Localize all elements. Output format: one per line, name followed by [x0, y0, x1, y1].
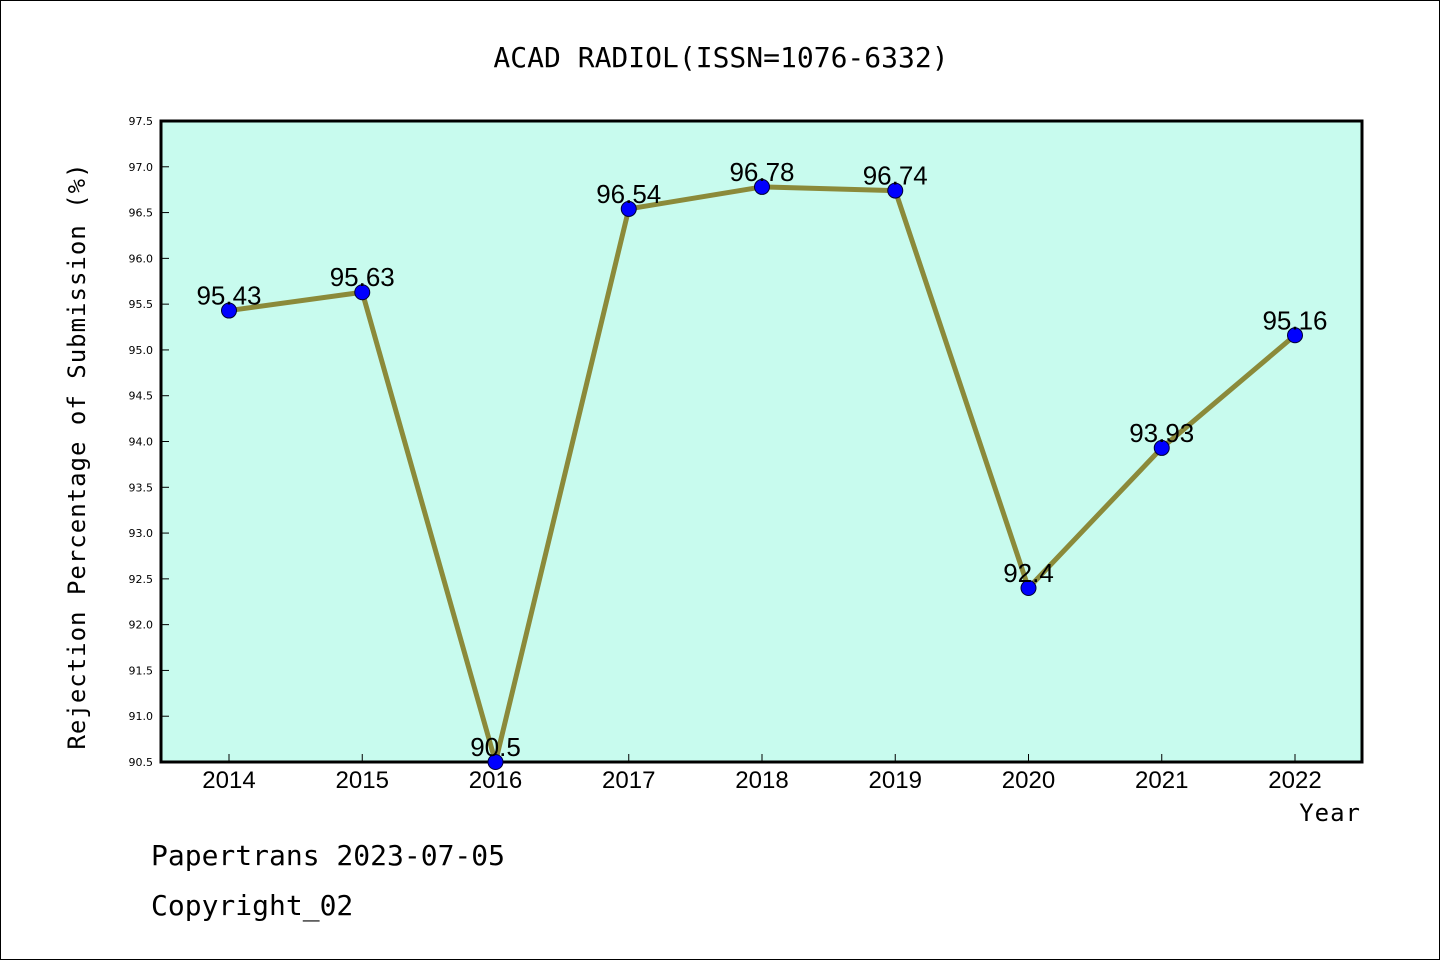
x-tick-label: 2015 — [336, 767, 389, 794]
y-tick-label: 96.5 — [129, 207, 154, 220]
x-axis-label: Year — [1299, 799, 1361, 827]
x-tick-label: 2016 — [469, 767, 522, 794]
data-label: 93.93 — [1129, 418, 1194, 448]
y-tick-label: 97.5 — [129, 115, 154, 128]
x-tick-label: 2014 — [202, 767, 255, 794]
y-tick-label: 94.0 — [129, 436, 154, 449]
y-tick-label: 92.0 — [129, 619, 154, 632]
data-point — [354, 284, 371, 301]
data-point — [1287, 327, 1303, 344]
y-tick-label: 90.5 — [129, 756, 154, 769]
y-tick-label: 94.5 — [129, 390, 154, 403]
y-tick-label: 91.5 — [129, 664, 154, 677]
data-point — [1020, 580, 1037, 597]
y-tick-label: 95.0 — [129, 344, 154, 357]
y-tick-label: 93.5 — [129, 481, 154, 494]
data-label: 92.4 — [1003, 558, 1054, 588]
data-label: 95.43 — [196, 281, 261, 311]
data-label: 95.16 — [1262, 305, 1327, 335]
x-tick-label: 2022 — [1268, 767, 1321, 794]
x-tick-label: 2021 — [1135, 767, 1188, 794]
y-axis-label: Rejection Percentage of Submission (%) — [63, 162, 91, 749]
y-tick-label: 95.5 — [129, 298, 154, 311]
data-label: 96.74 — [863, 161, 928, 191]
data-point — [1153, 439, 1170, 456]
data-label: 96.78 — [729, 157, 794, 187]
data-label: 90.5 — [470, 732, 521, 762]
data-point — [887, 182, 904, 199]
data-markers — [221, 178, 1303, 770]
y-tick-label: 92.5 — [129, 573, 154, 586]
data-point — [487, 754, 504, 770]
data-point — [221, 302, 237, 319]
x-tick-label: 2020 — [1002, 767, 1055, 794]
y-tick-label: 93.0 — [129, 527, 154, 540]
data-labels: 95.43 95.63 90.5 96.54 96.78 96.74 92.4 93.93 95… — [196, 157, 1327, 762]
y-tick-label: 96.0 — [129, 252, 154, 265]
footer-source: Papertrans 2023-07-05 — [151, 839, 505, 872]
footer-copyright: Copyright_02 — [151, 889, 353, 923]
x-axis-ticks: 2014 2015 2016 2017 2018 2019 2020 2021 2022 — [202, 754, 1322, 794]
data-point — [754, 178, 770, 195]
x-tick-label: 2019 — [869, 767, 922, 794]
y-tick-label: 91.0 — [129, 710, 154, 723]
y-tick-label: 97.0 — [129, 161, 154, 174]
data-label: 95.63 — [330, 262, 395, 292]
chart-title: ACAD RADIOL(ISSN=1076-6332) — [493, 41, 948, 74]
x-tick-label: 2018 — [735, 767, 788, 794]
y-axis-ticks: 90.5 91.0 91.5 92.0 92.5 93.0 93.5 94.0 94.5 95.0… — [129, 115, 169, 769]
data-label: 96.54 — [596, 179, 661, 209]
x-tick-label: 2017 — [602, 767, 655, 794]
data-point — [620, 200, 637, 217]
